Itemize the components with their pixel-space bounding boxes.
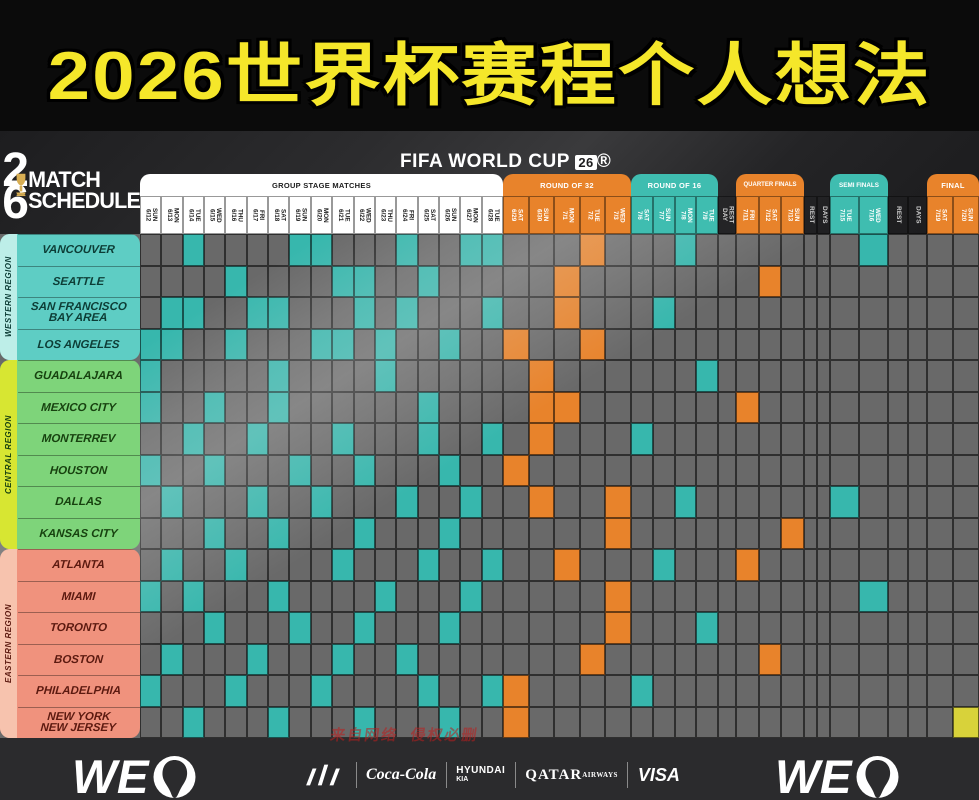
svg-text:WE: WE [72, 753, 150, 800]
svg-text:WE: WE [775, 753, 853, 800]
